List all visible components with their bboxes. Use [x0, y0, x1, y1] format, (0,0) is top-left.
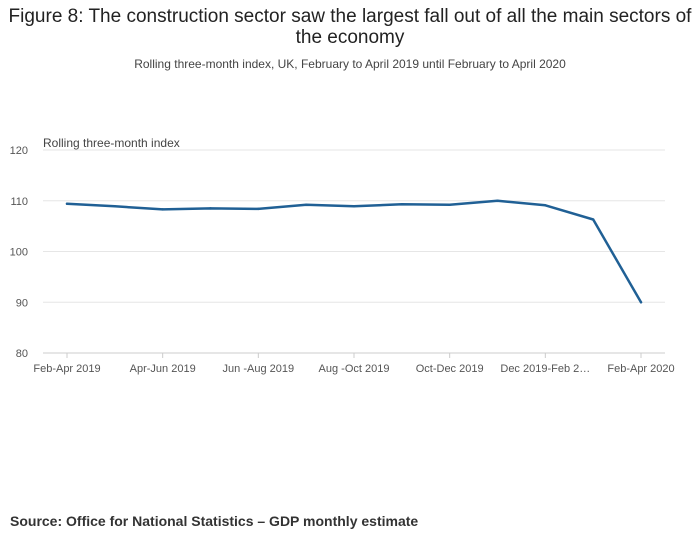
data-point[interactable]	[65, 202, 69, 205]
x-axis: Feb-Apr 2019 Apr-Jun 2019 Jun -Aug 2019 Aug…	[33, 353, 675, 375]
x-tick-label: Feb-Apr 2019	[33, 363, 100, 375]
x-tick-label: Apr-Jun 2019	[130, 363, 196, 375]
series-group	[65, 199, 643, 304]
y-tick-label: 120	[10, 145, 28, 157]
chart-title: Figure 8: The construction sector saw th…	[8, 6, 692, 48]
data-point[interactable]	[209, 207, 212, 210]
data-point[interactable]	[113, 205, 117, 208]
gridlines	[43, 149, 665, 354]
data-point[interactable]	[496, 199, 499, 202]
y-axis-label: Rolling three-month index	[43, 136, 180, 150]
y-tick-label: 110	[10, 196, 28, 208]
data-point[interactable]	[639, 301, 643, 304]
x-tick-label: Oct-Dec 2019	[416, 363, 484, 375]
data-point[interactable]	[544, 204, 547, 207]
y-tick-label: 80	[16, 348, 28, 360]
data-point[interactable]	[448, 203, 451, 207]
data-point[interactable]	[400, 203, 404, 206]
y-axis: 80 90 100 110 120	[10, 145, 28, 360]
data-point[interactable]	[591, 218, 595, 221]
data-point[interactable]	[257, 207, 260, 211]
x-tick-label: Dec 2019-Feb 2…	[500, 363, 590, 375]
source-note: Source: Office for National Statistics –…	[10, 513, 419, 529]
y-tick-label: 100	[10, 247, 28, 259]
data-point[interactable]	[352, 205, 356, 208]
data-point[interactable]	[304, 203, 308, 207]
chart-subtitle: Rolling three-month index, UK, February …	[134, 57, 566, 71]
data-point[interactable]	[161, 208, 164, 211]
x-tick-label: Feb-Apr 2020	[607, 363, 674, 375]
x-tick-label: Aug -Oct 2019	[319, 363, 390, 375]
y-tick-label: 90	[16, 297, 28, 309]
x-tick-label: Jun -Aug 2019	[223, 363, 295, 375]
